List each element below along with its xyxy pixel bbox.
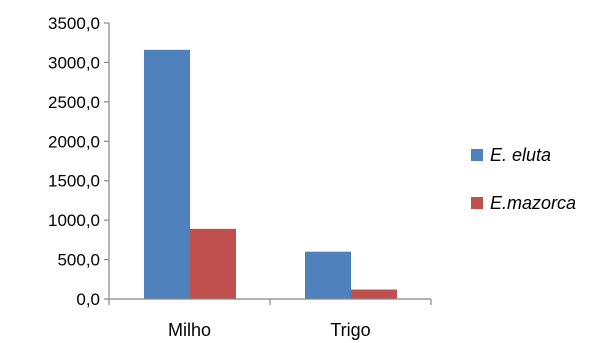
legend-swatch	[471, 149, 483, 161]
bar-e-mazorca-trigo	[351, 289, 397, 299]
x-axis-ticks: Milho Trigo	[108, 299, 432, 340]
y-tick-label: 1500,0	[48, 172, 100, 191]
x-category-label: Milho	[168, 320, 211, 340]
y-tick-label: 1000,0	[48, 211, 100, 230]
x-category-label: Trigo	[330, 320, 370, 340]
legend-swatch	[471, 197, 483, 209]
y-tick-label: 2000,0	[48, 132, 100, 151]
y-tick-label: 3000,0	[48, 53, 100, 72]
y-tick-label: 2500,0	[48, 93, 100, 112]
bars-group	[144, 49, 397, 299]
y-tick-label: 3500,0	[48, 14, 100, 33]
legend-label: E. eluta	[490, 145, 551, 165]
y-tick-label: 0,0	[76, 290, 100, 309]
bar-e-eluta-trigo	[305, 251, 351, 299]
y-tick-label: 500,0	[57, 251, 100, 270]
bar-e-mazorca-milho	[190, 228, 236, 299]
y-axis-ticks: 0,0 500,0 1000,0 1500,0 2000,0 2500,0 3000,0 35…	[48, 14, 109, 309]
plot-area: 0,0 500,0 1000,0 1500,0 2000,0 2500,0 3000,0 35…	[48, 14, 432, 340]
bar-e-eluta-milho	[144, 49, 190, 299]
legend: E. eluta E.mazorca	[471, 145, 576, 213]
legend-label: E.mazorca	[490, 193, 576, 213]
